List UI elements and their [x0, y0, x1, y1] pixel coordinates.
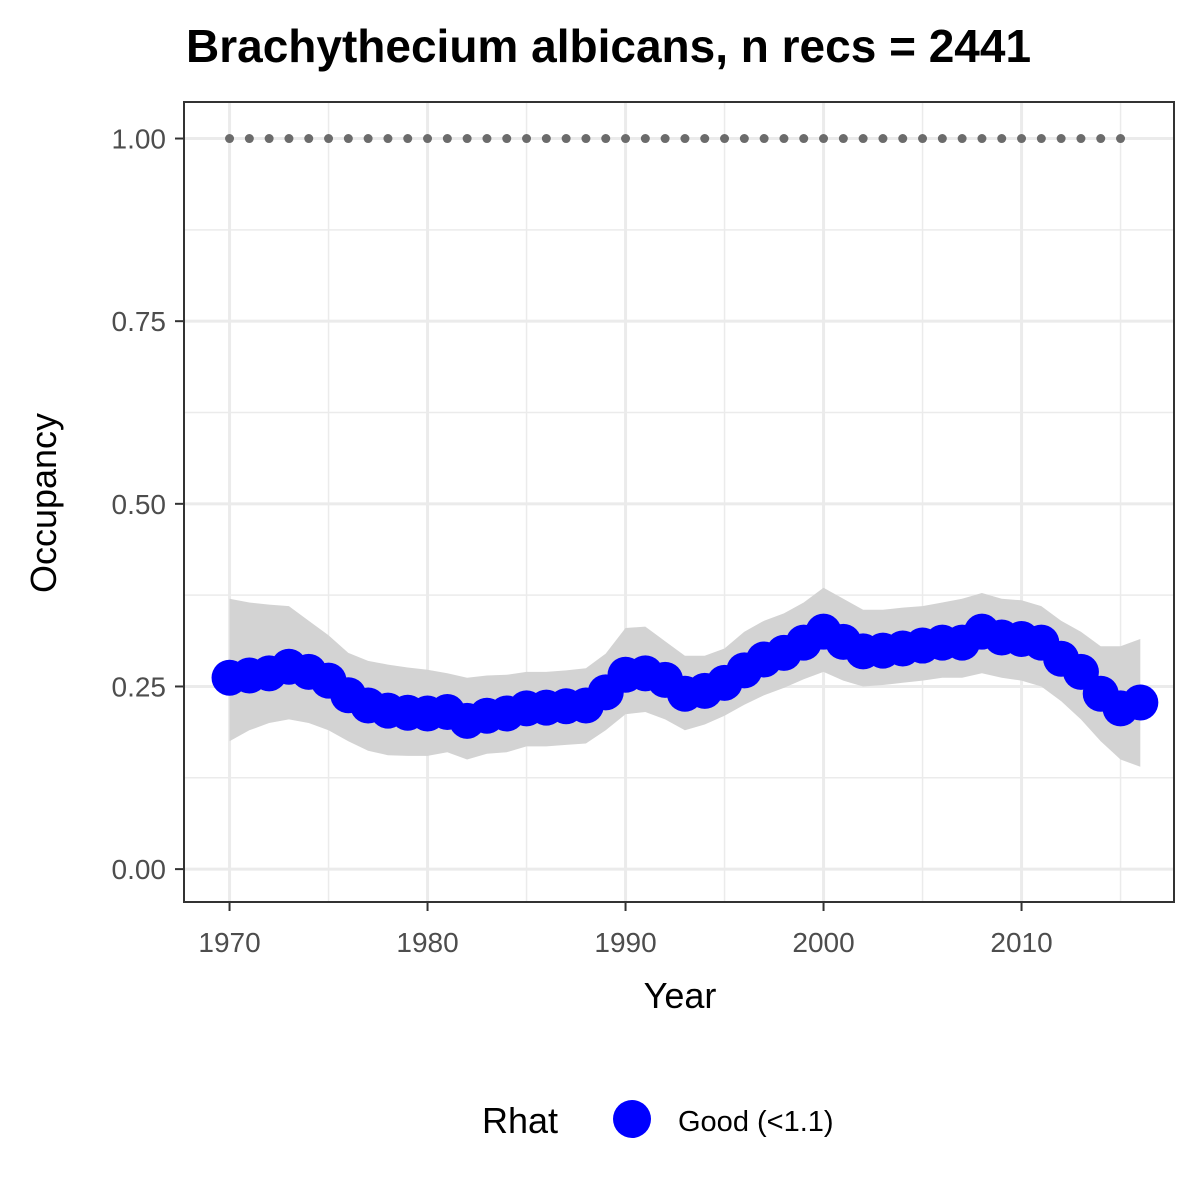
reference-point [502, 134, 512, 144]
y-axis-ticks: 0.00 0.25 0.50 0.75 1.00 [112, 124, 184, 885]
panel-border [183, 101, 1175, 903]
x-axis-title: Year [644, 975, 717, 1016]
reference-point [522, 134, 532, 144]
grid-lines [184, 102, 1174, 902]
reference-point [838, 134, 848, 144]
reference-point [799, 134, 809, 144]
x-tick-label: 2010 [990, 927, 1052, 958]
reference-point [1096, 134, 1106, 144]
reference-point [244, 134, 254, 144]
reference-point [819, 134, 829, 144]
reference-point [601, 134, 611, 144]
reference-point [779, 134, 789, 144]
legend-title: Rhat [482, 1100, 558, 1141]
legend-label-good: Good (<1.1) [678, 1106, 834, 1138]
chart-title: Brachythecium albicans, n recs = 2441 [186, 20, 1031, 72]
reference-line [225, 134, 1126, 144]
reference-point [561, 134, 571, 144]
y-tick-label: 0.25 [112, 671, 167, 702]
reference-point [898, 134, 908, 144]
reference-point [324, 134, 334, 144]
reference-point [720, 134, 730, 144]
x-tick-label: 1990 [594, 927, 656, 958]
reference-point [1116, 134, 1126, 144]
y-tick-label: 0.75 [112, 306, 167, 337]
reference-point [1036, 134, 1046, 144]
reference-point [1017, 134, 1027, 144]
reference-point [264, 134, 274, 144]
reference-point [304, 134, 314, 144]
reference-point [403, 134, 413, 144]
reference-point [423, 134, 433, 144]
data-point [1122, 684, 1159, 721]
reference-point [482, 134, 492, 144]
x-tick-label: 1980 [396, 927, 458, 958]
x-axis-ticks: 1970 1980 1990 2000 2010 [198, 902, 1053, 958]
reference-point [363, 134, 373, 144]
reference-point [937, 134, 947, 144]
legend-key-good [613, 1100, 651, 1138]
reference-point [621, 134, 631, 144]
reference-point [462, 134, 472, 144]
reference-point [225, 134, 235, 144]
y-tick-label: 1.00 [112, 124, 167, 155]
reference-point [660, 134, 670, 144]
reference-point [977, 134, 987, 144]
y-axis-title: Occupancy [23, 413, 64, 593]
reference-point [581, 134, 591, 144]
reference-point [640, 134, 650, 144]
legend: Rhat Good (<1.1) [482, 1100, 834, 1141]
reference-point [858, 134, 868, 144]
y-tick-label: 0.00 [112, 854, 167, 885]
reference-point [442, 134, 452, 144]
reference-point [997, 134, 1007, 144]
reference-point [1056, 134, 1066, 144]
x-tick-label: 1970 [198, 927, 260, 958]
reference-point [284, 134, 294, 144]
reference-point [957, 134, 967, 144]
reference-point [739, 134, 749, 144]
occupancy-series [211, 613, 1159, 739]
reference-point [1076, 134, 1086, 144]
reference-point [680, 134, 690, 144]
x-tick-label: 2000 [792, 927, 854, 958]
reference-point [878, 134, 888, 144]
y-tick-label: 0.50 [112, 489, 167, 520]
reference-point [918, 134, 928, 144]
reference-point [759, 134, 769, 144]
reference-point [343, 134, 353, 144]
reference-point [541, 134, 551, 144]
reference-point [700, 134, 710, 144]
reference-point [383, 134, 393, 144]
